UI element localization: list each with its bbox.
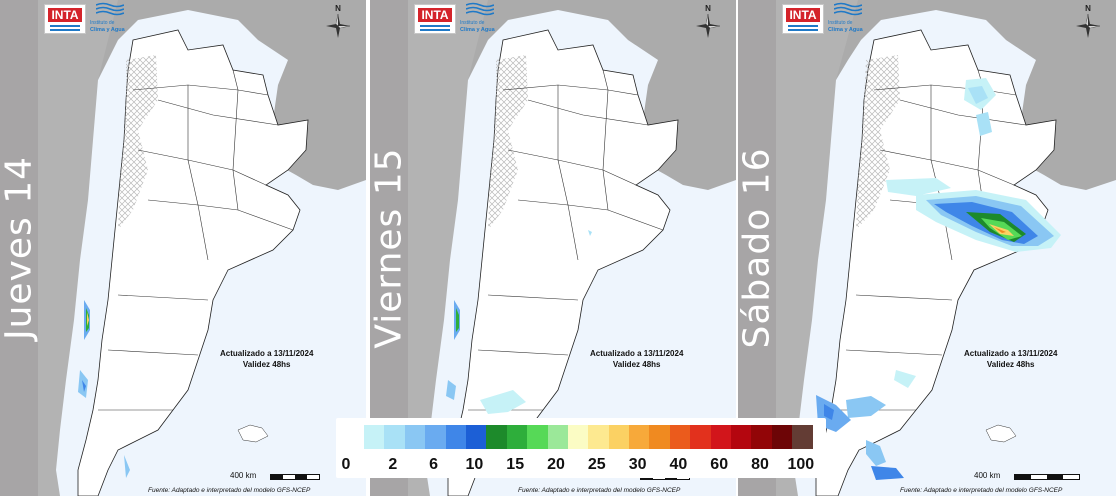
map-panel-friday: Viernes 15 <box>370 0 738 496</box>
legend-swatch <box>486 425 507 449</box>
day-sidebar: Viernes 15 <box>370 0 410 496</box>
province-borders <box>468 69 664 411</box>
update-note: Actualizado a 13/11/2024 Validez 48hs <box>220 349 314 369</box>
argentina-map-svg <box>776 0 1116 496</box>
chile-land <box>38 0 118 496</box>
day-label: Jueves 14 <box>0 155 40 341</box>
legend-swatch <box>690 425 711 449</box>
day-sidebar: Jueves 14 <box>0 0 40 496</box>
andes-hatch <box>488 55 528 230</box>
legend-color-bar <box>364 425 813 449</box>
legend-swatch <box>384 425 405 449</box>
legend-swatch <box>547 425 568 449</box>
rain-areas <box>78 300 130 478</box>
inta-logo: INTA <box>782 4 824 34</box>
chile-land <box>776 0 858 496</box>
legend-tick-label: 40 <box>669 456 688 473</box>
legend-swatch <box>465 425 487 449</box>
argentina-map-svg <box>408 0 736 496</box>
chile-land <box>408 0 488 496</box>
day-label: Viernes 15 <box>370 147 410 349</box>
map-panel-thursday: Jueves 14 <box>0 0 370 496</box>
legend-swatch <box>731 425 752 449</box>
legend-tick-label: 0 <box>341 456 351 473</box>
legend-swatch <box>751 425 772 449</box>
legend-tick-label: 25 <box>587 456 606 473</box>
legend-tick-label: 10 <box>465 456 484 473</box>
precipitation-map: INTA Instituto de Clima y Agua N Actuali… <box>408 0 736 496</box>
legend-swatch <box>445 425 466 449</box>
precipitation-map: INTA Instituto de Clima y Agua N Actuali… <box>38 0 366 496</box>
source-note: Fuente: Adaptado e interpretado del mode… <box>148 487 311 494</box>
malvinas-islands <box>237 424 269 443</box>
legend-swatch <box>608 425 630 449</box>
precipitation-legend: 0 2 6 10 15 20 25 30 40 60 80 100 <box>336 418 826 478</box>
legend-swatch <box>404 425 426 449</box>
clima-agua-logo: Instituto de Clima y Agua <box>460 2 500 36</box>
province-borders <box>98 69 294 411</box>
legend-swatch <box>506 425 528 449</box>
legend-tick-label: 30 <box>628 456 647 473</box>
legend-swatch <box>771 425 793 449</box>
legend-swatch <box>567 425 589 449</box>
legend-swatch <box>792 425 813 449</box>
legend-tick-label: 15 <box>506 456 525 473</box>
day-sidebar: Sábado 16 <box>738 0 778 496</box>
update-note: Actualizado a 13/11/2024 Validez 48hs <box>964 349 1058 369</box>
source-note: Fuente: Adaptado e interpretado del mode… <box>900 487 1063 494</box>
legend-tick-label: 100 <box>787 456 815 473</box>
rain-areas <box>446 230 592 414</box>
legend-swatch <box>629 425 650 449</box>
andes-hatch <box>118 55 158 230</box>
map-panel-saturday: Sábado 16 <box>738 0 1116 496</box>
legend-swatch <box>364 425 385 449</box>
clima-agua-logo: Instituto de Clima y Agua <box>828 2 868 36</box>
legend-tick-label: 2 <box>388 456 398 473</box>
clima-agua-logo: Instituto de Clima y Agua <box>90 2 130 36</box>
legend-swatch <box>649 425 670 449</box>
precipitation-map: INTA Instituto de Clima y Agua N Actuali… <box>776 0 1116 496</box>
legend-tick-label: 80 <box>751 456 769 473</box>
legend-tick-label: 60 <box>710 456 729 473</box>
north-arrow-compass-icon: N <box>696 4 720 38</box>
legend-tick-label: 20 <box>547 456 565 473</box>
legend-swatch <box>425 425 446 449</box>
source-note: Fuente: Adaptado e interpretado del mode… <box>518 487 681 494</box>
legend-tick-label: 6 <box>429 456 439 473</box>
north-arrow-compass-icon: N <box>1076 4 1100 38</box>
day-label: Sábado 16 <box>738 147 778 349</box>
legend-swatch <box>527 425 548 449</box>
inta-logo: INTA <box>44 4 86 34</box>
inta-logo: INTA <box>414 4 456 34</box>
argentina-map-svg <box>38 0 366 496</box>
north-arrow-compass-icon: N <box>326 4 350 38</box>
malvinas-islands <box>985 424 1017 443</box>
rain-areas <box>816 78 1061 480</box>
legend-tick-labels: 0 2 6 10 15 20 25 30 40 60 80 100 <box>336 456 826 476</box>
legend-swatch <box>669 425 691 449</box>
legend-swatch <box>588 425 609 449</box>
legend-swatch <box>710 425 732 449</box>
update-note: Actualizado a 13/11/2024 Validez 48hs <box>590 349 684 369</box>
andes-hatch <box>856 55 900 230</box>
